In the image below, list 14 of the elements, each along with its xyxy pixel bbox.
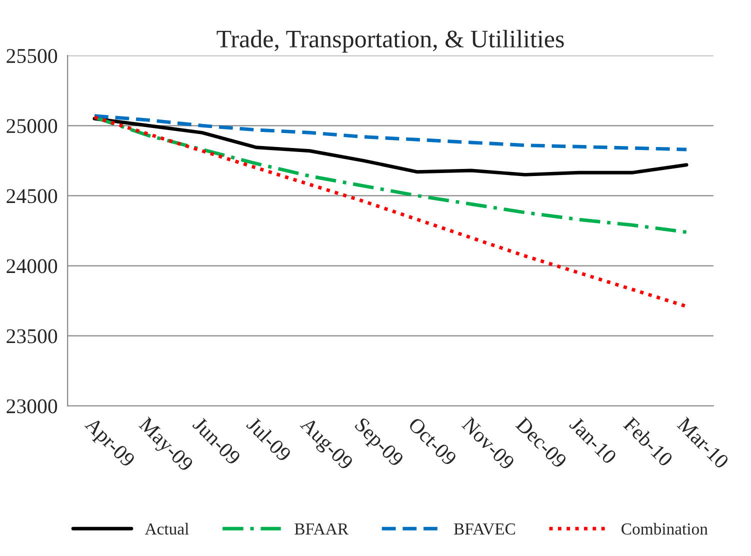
- legend-label: BFAAR: [294, 523, 349, 534]
- legend-label: Actual: [144, 522, 189, 535]
- y-tick-label: 24000: [6, 259, 58, 274]
- legend-label: BFAVEC: [454, 523, 515, 535]
- line-series: [92, 116, 688, 176]
- y-tick-label: 25000: [6, 119, 58, 134]
- legend-label: Combination: [622, 522, 708, 535]
- line-series: [92, 116, 688, 308]
- line-series: [92, 114, 688, 152]
- y-tick-label: 24500: [6, 189, 58, 204]
- y-tick-label: 23500: [6, 329, 58, 344]
- chart-title: Trade, Transportation, & Utililities: [216, 30, 564, 53]
- y-tick-label: 25500: [6, 48, 58, 64]
- y-tick-label: 23000: [6, 399, 58, 414]
